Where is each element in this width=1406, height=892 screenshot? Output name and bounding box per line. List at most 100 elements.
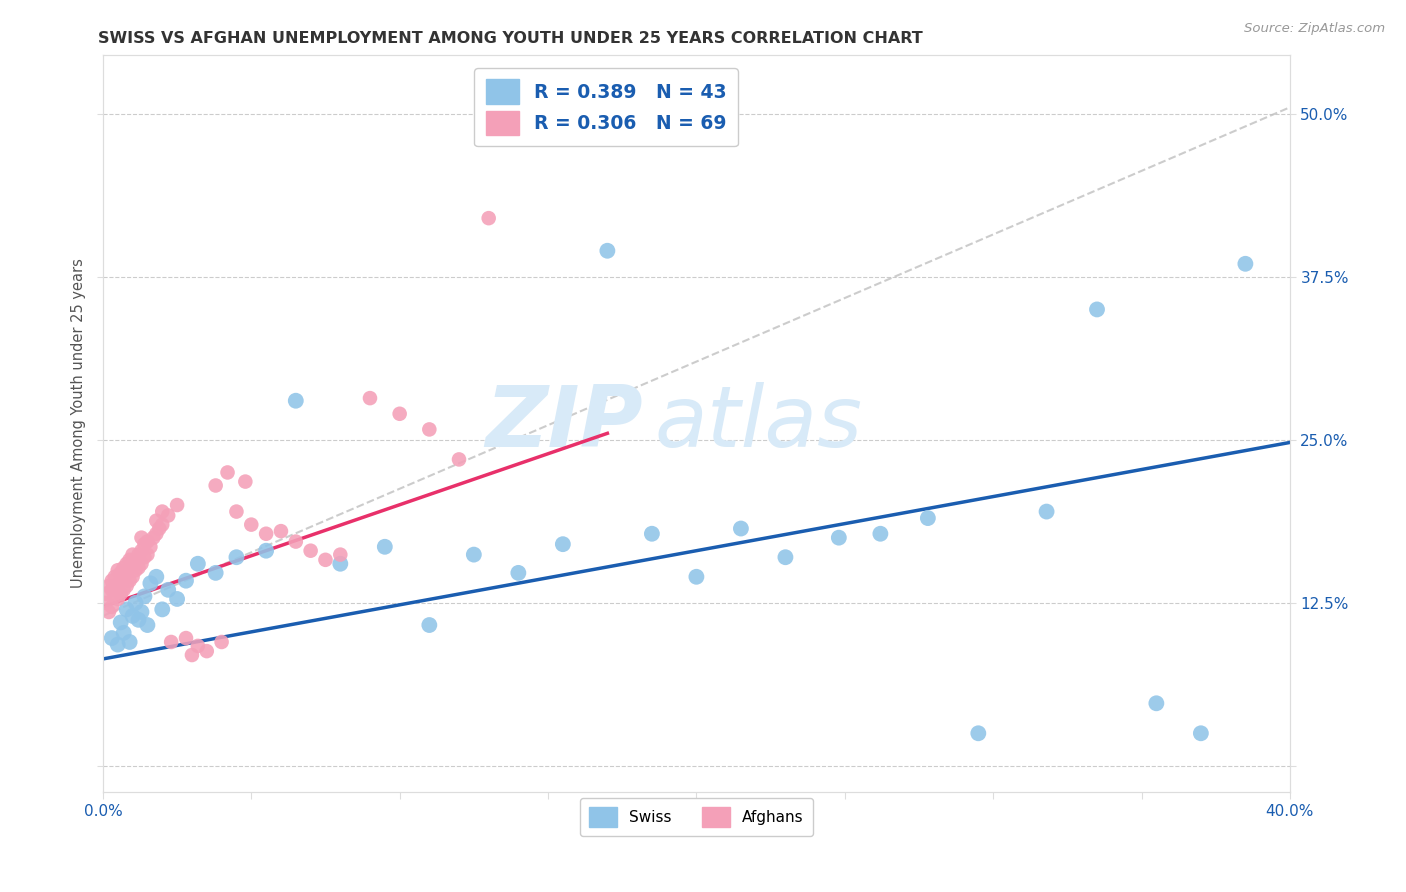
Point (447, 452, 470, 467)
Point (115, 557, 138, 571)
Point (145, 526, 167, 541)
Y-axis label: Unemployment Among Youth under 25 years: Unemployment Among Youth under 25 years (72, 259, 86, 589)
Point (128, 548, 150, 562)
Point (94, 596, 117, 610)
Point (166, 498, 188, 512)
Point (157, 508, 180, 523)
Point (107, 591, 129, 606)
Point (388, 407, 411, 421)
Point (107, 638, 129, 652)
Point (110, 615, 132, 630)
Point (828, 531, 851, 545)
Point (359, 391, 381, 405)
Point (204, 478, 226, 492)
Point (97, 605, 120, 619)
Point (240, 517, 263, 532)
Point (1144, 696, 1167, 710)
Point (374, 540, 396, 554)
Point (967, 726, 990, 740)
Point (181, 648, 204, 662)
Point (418, 422, 440, 436)
Text: SWISS VS AFGHAN UNEMPLOYMENT AMONG YOUTH UNDER 25 YEARS CORRELATION CHART: SWISS VS AFGHAN UNEMPLOYMENT AMONG YOUTH… (98, 31, 924, 46)
Point (730, 522, 752, 536)
Point (104, 570, 127, 584)
Point (174, 631, 197, 645)
Point (134, 537, 156, 551)
Point (131, 605, 153, 619)
Point (142, 531, 165, 545)
Point (551, 537, 574, 551)
Point (121, 557, 143, 571)
Point (299, 543, 322, 558)
Point (775, 550, 797, 565)
Point (128, 613, 150, 627)
Point (284, 534, 307, 549)
Point (157, 582, 180, 597)
Point (145, 514, 167, 528)
Point (685, 570, 707, 584)
Point (121, 570, 143, 584)
Point (254, 543, 277, 558)
Point (124, 563, 146, 577)
Point (97, 579, 120, 593)
Point (115, 566, 138, 580)
Point (187, 639, 209, 653)
Point (94, 587, 117, 601)
Point (270, 524, 292, 538)
Point (195, 644, 218, 658)
Point (136, 534, 159, 549)
Point (418, 618, 440, 632)
Point (101, 631, 124, 645)
Text: Source: ZipAtlas.com: Source: ZipAtlas.com (1244, 22, 1385, 36)
Point (150, 517, 173, 532)
Point (187, 557, 209, 571)
Point (124, 596, 146, 610)
Point (101, 582, 124, 597)
Point (110, 587, 132, 601)
Point (225, 505, 247, 519)
Point (478, 211, 501, 226)
Point (115, 602, 138, 616)
Point (314, 553, 336, 567)
Point (225, 550, 247, 565)
Point (112, 560, 135, 574)
Point (508, 566, 530, 580)
Point (254, 526, 277, 541)
Point (101, 599, 124, 614)
Point (150, 602, 173, 616)
Point (115, 579, 138, 593)
Point (329, 557, 352, 571)
Point (104, 590, 127, 604)
Point (112, 570, 135, 584)
Point (284, 393, 307, 408)
Text: atlas: atlas (655, 382, 863, 465)
Point (134, 590, 156, 604)
Point (118, 560, 141, 574)
Point (128, 560, 150, 574)
Point (136, 548, 159, 562)
Point (112, 625, 135, 640)
Point (118, 574, 141, 588)
Point (211, 635, 233, 649)
Point (118, 635, 141, 649)
Point (217, 466, 239, 480)
Point (174, 574, 197, 588)
Point (150, 505, 173, 519)
Point (139, 576, 162, 591)
Point (134, 550, 156, 565)
Point (1085, 302, 1108, 317)
Point (124, 553, 146, 567)
Point (118, 553, 141, 567)
Point (110, 574, 132, 588)
Point (136, 618, 159, 632)
Point (101, 574, 124, 588)
Point (166, 591, 188, 606)
Point (204, 566, 226, 580)
Point (110, 566, 132, 580)
Point (596, 244, 619, 258)
Point (131, 557, 153, 571)
Point (160, 635, 183, 649)
Point (107, 563, 129, 577)
Point (121, 548, 143, 562)
Point (329, 548, 352, 562)
